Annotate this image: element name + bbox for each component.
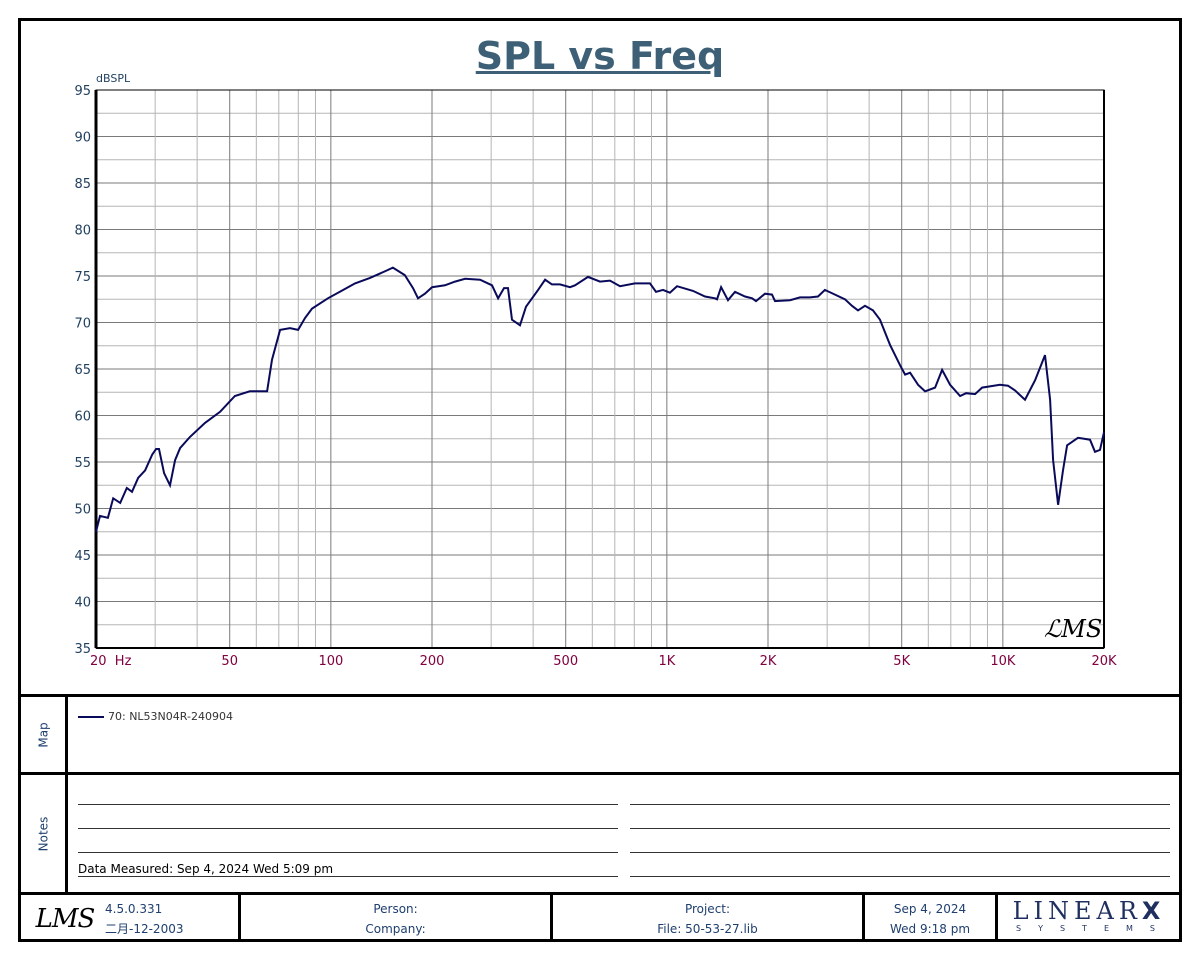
version-info: 4.5.0.331 二月-12-2003 <box>105 897 235 940</box>
company-label: Company: <box>365 921 426 936</box>
y-tick-label: 90 <box>74 131 91 146</box>
x-tick-label: 1K <box>658 654 675 669</box>
chart-title: SPL vs Freq <box>475 34 725 78</box>
note-line <box>78 828 618 829</box>
divider <box>862 894 865 940</box>
linearx-logo-icon: LINEARX SYSTEMS <box>1000 899 1178 935</box>
x-tick-label: 20 Hz <box>90 654 132 669</box>
note-line <box>630 828 1170 829</box>
brand-x: X <box>1141 897 1166 925</box>
note-line <box>78 876 618 877</box>
divider <box>995 894 998 940</box>
map-label: Map <box>36 721 51 748</box>
note-line <box>78 804 618 805</box>
project-label: Project: <box>684 901 731 916</box>
legend-swatch <box>78 715 104 718</box>
print-date: Sep 4, 2024 Wed 9:18 pm <box>865 897 995 940</box>
x-tick-label: 100 <box>318 654 343 669</box>
notes-label: Notes <box>36 816 51 851</box>
x-tick-label: 500 <box>553 654 578 669</box>
time: Wed 9:18 pm <box>889 921 971 936</box>
version: 4.5.0.331 <box>105 901 163 916</box>
x-tick-label: 200 <box>420 654 445 669</box>
x-tick-label: 50 <box>221 654 238 669</box>
map-panel-label: Map <box>21 697 66 772</box>
date: Sep 4, 2024 <box>893 901 967 916</box>
divider <box>18 772 1182 775</box>
y-tick-label: 80 <box>74 224 91 239</box>
brand-sub: SYSTEMS <box>1016 924 1172 933</box>
notes-panel-label: Notes <box>21 775 66 892</box>
note-line <box>630 804 1170 805</box>
lms-logo-icon: LMS <box>30 897 100 940</box>
note-line <box>630 876 1170 877</box>
legend-label: 70: NL53N04R-240904 <box>108 710 233 723</box>
series-line <box>95 266 1105 533</box>
y-tick-label: 35 <box>74 642 91 657</box>
person-info: Person: Company: <box>241 897 550 940</box>
y-tick-label: 50 <box>74 503 91 518</box>
y-tick-label: 60 <box>74 410 91 425</box>
file-name: File: 50-53-27.lib <box>657 921 758 936</box>
y-tick-label: 85 <box>74 177 91 192</box>
legend-entry[interactable]: 70: NL53N04R-240904 <box>78 710 233 723</box>
x-tick-label: 10K <box>990 654 1016 669</box>
person-label: Person: <box>373 901 418 916</box>
lms-watermark-icon: ℒMS <box>1044 615 1102 643</box>
divider <box>18 892 1182 895</box>
y-tick-label: 70 <box>74 317 91 332</box>
y-tick-label: 40 <box>74 596 91 611</box>
brand-name: LINEAR <box>1012 897 1142 925</box>
build-date: 二月-12-2003 <box>105 921 184 936</box>
y-tick-label: 65 <box>74 363 91 378</box>
x-tick-label: 20K <box>1091 654 1117 669</box>
lms-logo-text: LMS <box>35 903 96 934</box>
x-tick-label: 5K <box>893 654 910 669</box>
y-tick-label: 95 <box>74 84 91 99</box>
report-frame <box>18 18 1182 942</box>
project-info: Project: File: 50-53-27.lib <box>553 897 862 940</box>
note-line <box>78 852 618 853</box>
divider <box>550 894 553 940</box>
divider <box>238 894 241 940</box>
divider <box>18 694 1182 697</box>
y-tick-label: 75 <box>74 270 91 285</box>
y-axis-label: dBSPL <box>96 72 131 85</box>
data-measured: Data Measured: Sep 4, 2024 Wed 5:09 pm <box>78 862 334 876</box>
x-tick-label: 2K <box>760 654 777 669</box>
y-tick-label: 45 <box>74 549 91 564</box>
divider <box>65 694 68 894</box>
note-line <box>630 852 1170 853</box>
y-tick-label: 55 <box>74 456 91 471</box>
